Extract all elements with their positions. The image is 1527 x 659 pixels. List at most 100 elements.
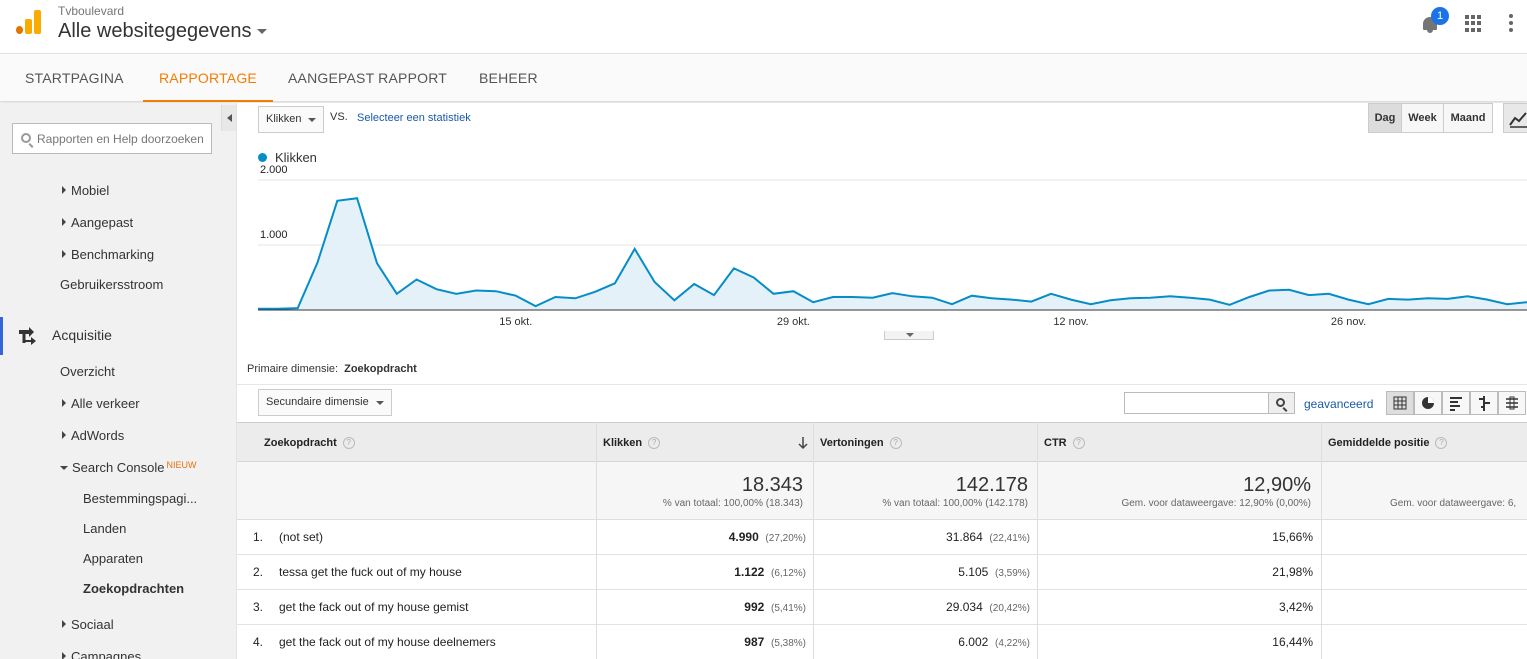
- sidebar-item-gebruikersstroom[interactable]: Gebruikersstroom: [60, 277, 164, 292]
- secondary-dimension-selector[interactable]: Secundaire dimensie: [258, 389, 392, 416]
- view-comparison-button[interactable]: [1470, 391, 1498, 415]
- column-header-zoekopdracht[interactable]: Zoekopdracht?: [264, 423, 355, 463]
- row-klikken-percent: (6,12%): [770, 568, 806, 579]
- total-vertoningen: 142.178: [955, 474, 1028, 496]
- help-icon[interactable]: ?: [342, 437, 355, 449]
- column-label: Gemiddelde positie: [1328, 437, 1430, 449]
- help-icon[interactable]: ?: [1072, 437, 1085, 449]
- sidebar-item-adwords[interactable]: AdWords: [62, 428, 124, 443]
- expand-arrow-icon: [62, 250, 66, 258]
- column-divider: [1321, 422, 1322, 659]
- view-pie-button[interactable]: [1414, 391, 1442, 415]
- caret-down-icon: [257, 29, 268, 35]
- x-tick-label: 15 okt.: [499, 316, 532, 328]
- tab-rapportage[interactable]: RAPPORTAGE: [143, 55, 273, 102]
- report-search-box[interactable]: [12, 123, 212, 154]
- sidebar-item-campagnes[interactable]: Campagnes: [62, 649, 141, 659]
- sidebar-item-bestemmingspaginas[interactable]: Bestemmingspagi...: [83, 491, 198, 506]
- apps-grid-icon[interactable]: [1465, 15, 1482, 32]
- analytics-logo-icon[interactable]: [16, 10, 42, 34]
- primary-dimension-value[interactable]: Zoekopdracht: [344, 363, 417, 375]
- tab-beheer[interactable]: BEHEER: [479, 70, 538, 86]
- sidebar-item-benchmarking[interactable]: Benchmarking: [62, 247, 154, 262]
- row-ctr: 3,42%: [1278, 600, 1313, 614]
- table-filter-search-button[interactable]: [1268, 392, 1295, 414]
- report-content: Klikken VS. Selecteer een statistiek Dag…: [237, 103, 1527, 659]
- sidebar-item-alle-verkeer[interactable]: Alle verkeer: [62, 396, 140, 411]
- expand-arrow-icon: [62, 431, 66, 439]
- row-query[interactable]: get the fack out of my house deelnemers: [279, 635, 496, 649]
- advanced-filter-link[interactable]: geavanceerd: [1304, 397, 1374, 411]
- sidebar-item-label: Benchmarking: [71, 247, 155, 262]
- row-query[interactable]: get the fack out of my house gemist: [279, 600, 469, 614]
- column-header-gemiddelde-positie[interactable]: Gemiddelde positie?: [1328, 423, 1448, 463]
- sidebar-item-acquisitie[interactable]: Acquisitie: [52, 327, 112, 343]
- collapse-sidebar-button[interactable]: [221, 105, 236, 131]
- more-options-icon[interactable]: [1509, 14, 1513, 32]
- sidebar-item-search-console[interactable]: Search Console NIEUW: [60, 460, 197, 475]
- view-performance-button[interactable]: [1442, 391, 1470, 415]
- row-klikken: 987 (5,38%): [596, 625, 806, 659]
- view-table-button[interactable]: [1386, 391, 1414, 415]
- table-row: 4. get the fack out of my house deelneme…: [237, 625, 1527, 659]
- column-header-vertoningen[interactable]: Vertoningen?: [820, 423, 902, 463]
- row-index: 2.: [253, 565, 264, 579]
- sidebar-item-label: Alle verkeer: [71, 396, 140, 411]
- search-icon: [21, 133, 31, 143]
- report-search-input[interactable]: [37, 124, 211, 153]
- sidebar-item-overzicht[interactable]: Overzicht: [60, 364, 115, 379]
- expand-arrow-icon: [62, 652, 66, 659]
- new-badge: NIEUW: [166, 460, 197, 470]
- sidebar-item-landen[interactable]: Landen: [83, 521, 127, 536]
- tab-startpagina[interactable]: STARTPAGINA: [25, 70, 124, 86]
- sidebar-item-sociaal[interactable]: Sociaal: [62, 617, 114, 632]
- table-filter-input[interactable]: [1124, 392, 1269, 414]
- select-statistic-link[interactable]: Selecteer een statistiek: [357, 112, 471, 124]
- help-icon[interactable]: ?: [648, 437, 661, 449]
- y-tick-label: 2.000: [260, 164, 288, 176]
- x-tick-label: 26 nov.: [1331, 316, 1366, 328]
- total-ctr-detail: Gem. voor dataweergave: 12,90% (0,00%): [1121, 498, 1311, 509]
- help-icon[interactable]: ?: [1435, 437, 1448, 449]
- sidebar-item-apparaten[interactable]: Apparaten: [83, 551, 143, 566]
- period-dag-button[interactable]: Dag: [1368, 103, 1402, 133]
- expand-arrow-icon: [62, 218, 66, 226]
- row-klikken-value: 4.990: [728, 530, 759, 544]
- active-section-indicator: [0, 317, 3, 355]
- collapse-arrow-icon: [60, 466, 68, 470]
- row-vertoningen: 5.105 (3,59%): [813, 555, 1030, 590]
- sidebar-item-label: Campagnes: [71, 649, 142, 659]
- sidebar-item-label: Sociaal: [71, 617, 114, 632]
- sidebar-item-mobiel[interactable]: Mobiel: [62, 183, 109, 198]
- table-row: 1. (not set) 4.990 (27,20%) 31.864 (22,4…: [237, 520, 1527, 555]
- acquisition-icon: [19, 327, 36, 345]
- period-week-button[interactable]: Week: [1401, 103, 1444, 133]
- view-pivot-button[interactable]: [1498, 391, 1526, 415]
- notification-badge: 1: [1431, 7, 1449, 25]
- row-query[interactable]: (not set): [279, 530, 324, 544]
- property-selector[interactable]: Alle websitegegevens: [58, 20, 268, 43]
- chart-type-button[interactable]: [1503, 103, 1527, 133]
- caret-down-icon: [376, 401, 384, 405]
- chart-resize-handle[interactable]: [884, 331, 934, 340]
- main-tabs: STARTPAGINA RAPPORTAGE AANGEPAST RAPPORT…: [0, 55, 1527, 102]
- table-filter-field[interactable]: [1125, 393, 1268, 413]
- metric-selector-label: Klikken: [266, 113, 302, 125]
- table-grid-icon: [1393, 396, 1407, 410]
- row-index: 4.: [253, 635, 264, 649]
- row-query[interactable]: tessa get the fuck out of my house: [279, 565, 462, 579]
- column-header-ctr[interactable]: CTR?: [1044, 423, 1085, 463]
- sort-descending-icon[interactable]: [797, 436, 809, 450]
- row-ctr: 21,98%: [1272, 565, 1313, 579]
- column-header-klikken[interactable]: Klikken?: [603, 423, 661, 463]
- total-vertoningen-detail: % van totaal: 100,00% (142.178): [882, 498, 1028, 509]
- expand-arrow-icon: [62, 186, 66, 194]
- sidebar-item-aangepast[interactable]: Aangepast: [62, 215, 133, 230]
- sidebar-item-zoekopdrachten[interactable]: Zoekopdrachten: [83, 581, 185, 596]
- help-icon[interactable]: ?: [889, 437, 902, 449]
- row-vertoningen: 31.864 (22,41%): [813, 520, 1030, 555]
- legend-label: Klikken: [275, 150, 317, 165]
- metric-selector[interactable]: Klikken: [258, 106, 324, 133]
- period-maand-button[interactable]: Maand: [1443, 103, 1493, 133]
- tab-aangepast-rapport[interactable]: AANGEPAST RAPPORT: [288, 70, 447, 86]
